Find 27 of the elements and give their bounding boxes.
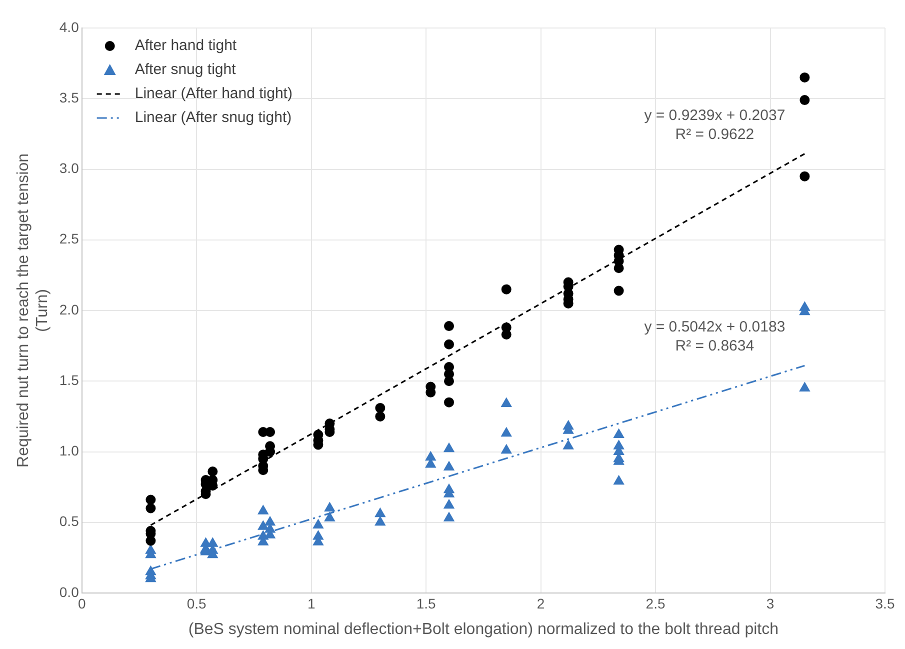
y-tick-label: 0.0 — [59, 584, 80, 600]
y-tick-label: 1.0 — [59, 442, 80, 459]
y-tick-label: 3.5 — [59, 89, 80, 106]
annotation: R² = 0.9622 — [675, 126, 754, 143]
legend-label: After snug tight — [134, 61, 237, 78]
y-tick-label: 4.0 — [59, 18, 80, 35]
x-tick-label: 1 — [307, 595, 316, 612]
annotation: y = 0.5042x + 0.0183 — [644, 318, 786, 336]
legend-label: Linear (After hand tight) — [134, 85, 292, 102]
x-tick-label: 2 — [536, 595, 545, 612]
legend-label: After hand tight — [134, 37, 238, 54]
y-tick-label: 2.5 — [59, 230, 80, 247]
x-tick-label: 0 — [78, 595, 86, 612]
y-tick-label: 2.0 — [59, 301, 80, 318]
legend-label: Linear (After snug tight) — [134, 109, 292, 126]
x-tick-label: 1.5 — [416, 595, 436, 612]
y-tick-label: 1.5 — [59, 372, 80, 388]
annotation: y = 0.9239x + 0.2037 — [644, 106, 786, 124]
annotation: R² = 0.8634 — [675, 338, 754, 355]
y-tick-label: 3.0 — [59, 160, 80, 176]
x-tick-label: 3.5 — [875, 595, 895, 612]
x-tick-label: 2.5 — [646, 595, 666, 612]
x-tick-label: 0.5 — [186, 595, 207, 612]
x-tick-label: 3 — [766, 595, 774, 612]
x-axis-title: (BeS system nominal deflection+Bolt elongation) normalized to the bolt thread pitch — [188, 620, 778, 638]
y-tick-label: 0.5 — [59, 513, 80, 530]
y-axis-title: Required nut turn to reach the target tension (Turn) — [15, 154, 52, 468]
